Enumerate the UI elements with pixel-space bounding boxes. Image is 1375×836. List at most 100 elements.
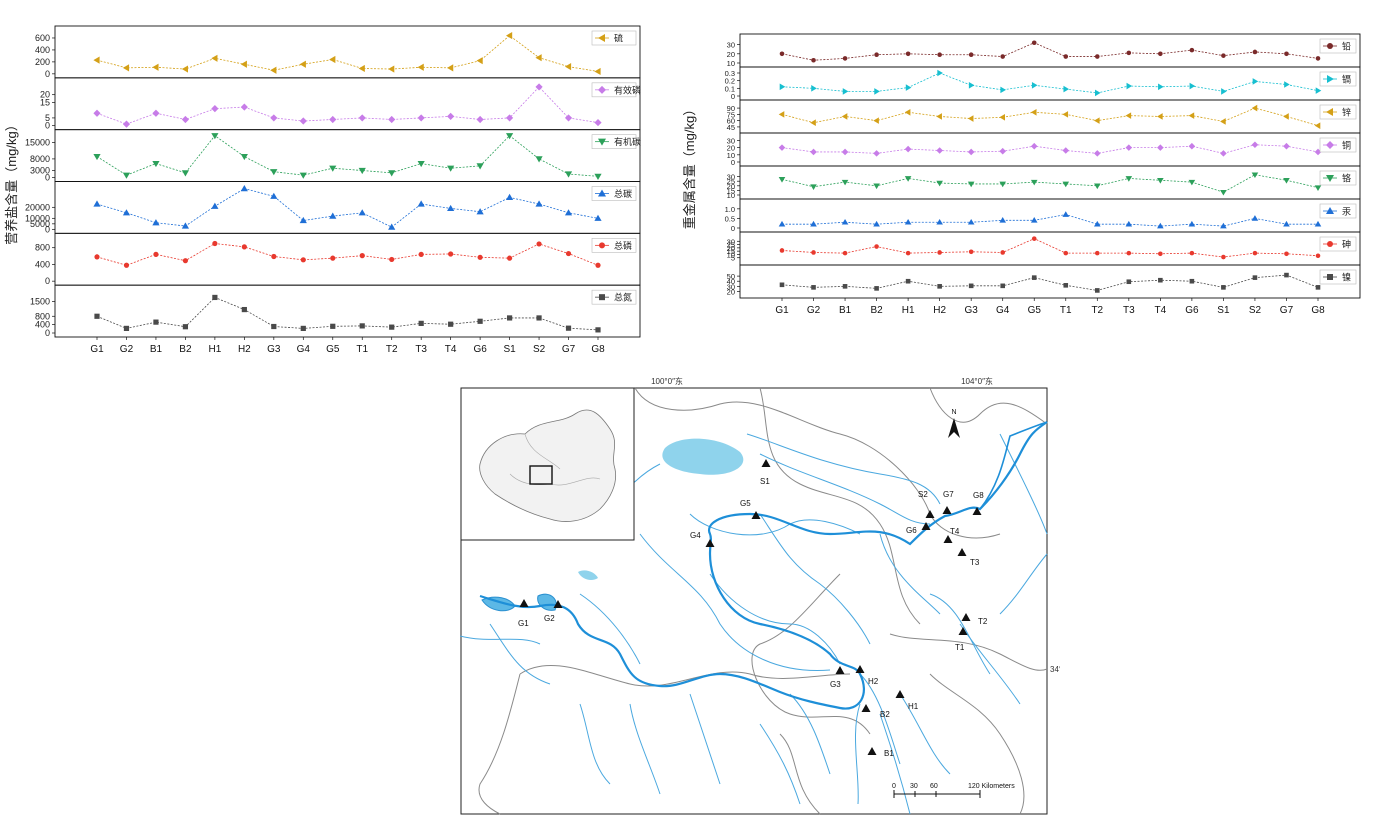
data-point bbox=[152, 219, 160, 226]
data-point bbox=[1220, 118, 1226, 125]
y-tick-label: 0 bbox=[731, 158, 735, 167]
data-point bbox=[506, 315, 513, 321]
data-point bbox=[1284, 81, 1290, 88]
data-point bbox=[270, 66, 277, 74]
scale-label-60: 60 bbox=[930, 783, 938, 790]
data-point bbox=[1031, 275, 1037, 280]
y-tick-label: 10 bbox=[727, 151, 735, 160]
x-tick-label: G5 bbox=[326, 344, 340, 355]
data-point bbox=[358, 114, 366, 122]
panel-frame bbox=[54, 77, 641, 131]
data-point bbox=[810, 119, 816, 127]
panel-frame bbox=[54, 25, 641, 79]
scale-label-30: 30 bbox=[910, 783, 918, 790]
data-point bbox=[810, 148, 817, 156]
site-label: G3 bbox=[830, 680, 841, 689]
data-point bbox=[874, 286, 879, 291]
site-label: T1 bbox=[955, 643, 965, 652]
data-point bbox=[1126, 279, 1132, 285]
site-marker bbox=[957, 548, 967, 556]
data-point bbox=[811, 250, 816, 255]
data-point bbox=[388, 170, 396, 177]
data-point bbox=[241, 244, 247, 250]
panel-frame bbox=[54, 284, 641, 338]
y-tick-label: 0 bbox=[45, 173, 50, 183]
data-point bbox=[1125, 112, 1132, 119]
data-point bbox=[535, 54, 542, 62]
x-tick-label: H2 bbox=[238, 344, 251, 355]
y-tick-label: 60 bbox=[727, 117, 735, 126]
data-point bbox=[1062, 111, 1069, 118]
panel-2: 0.30.20.10 镉 bbox=[725, 66, 1361, 101]
site-label: G5 bbox=[740, 499, 751, 508]
data-point bbox=[476, 163, 484, 170]
data-point bbox=[359, 323, 365, 329]
data-point bbox=[1031, 236, 1037, 241]
data-point bbox=[564, 209, 573, 216]
data-point bbox=[1188, 220, 1196, 227]
legend-label: 镉 bbox=[1342, 74, 1351, 85]
y-tick-label: 45 bbox=[727, 123, 735, 132]
data-point bbox=[1157, 222, 1164, 229]
site-label: S1 bbox=[760, 477, 770, 486]
data-point bbox=[123, 325, 130, 331]
legend-box bbox=[1319, 236, 1357, 252]
legend-box bbox=[1319, 38, 1357, 54]
y-tick-label: 1.0 bbox=[725, 205, 735, 214]
panel-frame bbox=[739, 165, 1361, 200]
legend-label: 汞 bbox=[1342, 207, 1351, 217]
data-point bbox=[1126, 50, 1132, 56]
data-point bbox=[937, 284, 942, 289]
data-point bbox=[1283, 177, 1290, 184]
data-point bbox=[811, 85, 817, 92]
y-tick-label: 25 bbox=[727, 177, 735, 186]
data-point bbox=[93, 153, 101, 161]
y-tick-label: 10000 bbox=[25, 213, 50, 223]
site-marker bbox=[861, 704, 871, 712]
series-line bbox=[96, 296, 599, 331]
data-point bbox=[967, 181, 975, 188]
data-point bbox=[936, 218, 943, 225]
data-point bbox=[967, 148, 975, 156]
data-point bbox=[1314, 148, 1322, 156]
legend-label: 总碳 bbox=[614, 188, 632, 199]
site-marker bbox=[751, 511, 761, 519]
panel-frame bbox=[739, 33, 1361, 68]
data-point bbox=[779, 83, 786, 91]
y-tick-label: 75 bbox=[727, 110, 735, 119]
data-point bbox=[1188, 179, 1196, 186]
data-point bbox=[1063, 54, 1069, 59]
data-point bbox=[1314, 185, 1322, 191]
x-tick-label: G8 bbox=[1311, 305, 1325, 316]
y-tick-label: 20 bbox=[727, 244, 735, 253]
data-point bbox=[1094, 89, 1101, 97]
series-line bbox=[781, 107, 1319, 127]
data-point bbox=[94, 254, 100, 260]
site-marker bbox=[835, 666, 845, 674]
data-point bbox=[536, 315, 542, 321]
y-tick-label: 0 bbox=[45, 276, 50, 286]
data-point bbox=[240, 103, 248, 111]
data-point bbox=[1062, 181, 1070, 188]
data-point bbox=[1158, 277, 1163, 283]
data-point bbox=[417, 63, 424, 71]
data-point bbox=[1125, 220, 1133, 227]
series-line bbox=[96, 243, 599, 266]
data-point bbox=[152, 63, 159, 71]
data-point bbox=[241, 306, 247, 313]
legend-box bbox=[1319, 104, 1357, 120]
data-point bbox=[1000, 86, 1007, 94]
data-point bbox=[1094, 250, 1100, 256]
data-point bbox=[810, 184, 817, 191]
data-point bbox=[1189, 47, 1195, 53]
data-point bbox=[1158, 251, 1163, 257]
data-point bbox=[905, 84, 912, 91]
data-point bbox=[358, 64, 365, 73]
data-point bbox=[1157, 177, 1164, 184]
y-tick-label: 8000 bbox=[30, 154, 50, 164]
site-label: G2 bbox=[544, 614, 555, 623]
data-point bbox=[476, 115, 484, 124]
data-point bbox=[874, 52, 879, 58]
